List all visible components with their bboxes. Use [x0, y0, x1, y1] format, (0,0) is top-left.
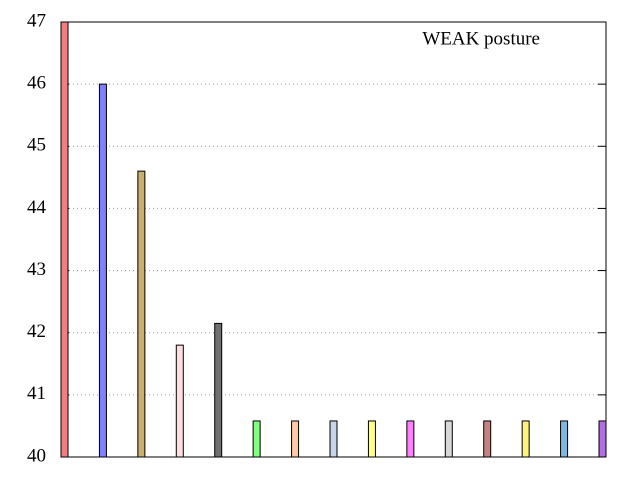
y-tick-label: 47	[27, 10, 46, 31]
plot-frame	[60, 21, 607, 458]
chart-title: WEAK posture	[422, 28, 540, 49]
bar	[291, 420, 300, 458]
y-tick-label: 44	[27, 197, 47, 218]
bar	[252, 420, 261, 458]
bar	[98, 83, 107, 458]
bar	[60, 21, 69, 458]
y-tick-label: 45	[27, 135, 46, 156]
y-tick-label: 42	[27, 321, 46, 342]
y-tick-label: 46	[27, 73, 46, 94]
bar	[367, 420, 376, 458]
y-tick-label: 41	[27, 383, 46, 404]
bar	[137, 170, 146, 458]
y-tick-label: 43	[27, 259, 46, 280]
bar	[483, 420, 492, 458]
bar	[521, 420, 530, 458]
bar	[214, 322, 223, 458]
bar	[406, 420, 415, 458]
y-tick-label: 40	[27, 445, 46, 466]
bar	[560, 420, 569, 458]
bar	[175, 344, 184, 458]
bar	[444, 420, 453, 458]
bar	[598, 420, 607, 458]
bar	[329, 420, 338, 458]
